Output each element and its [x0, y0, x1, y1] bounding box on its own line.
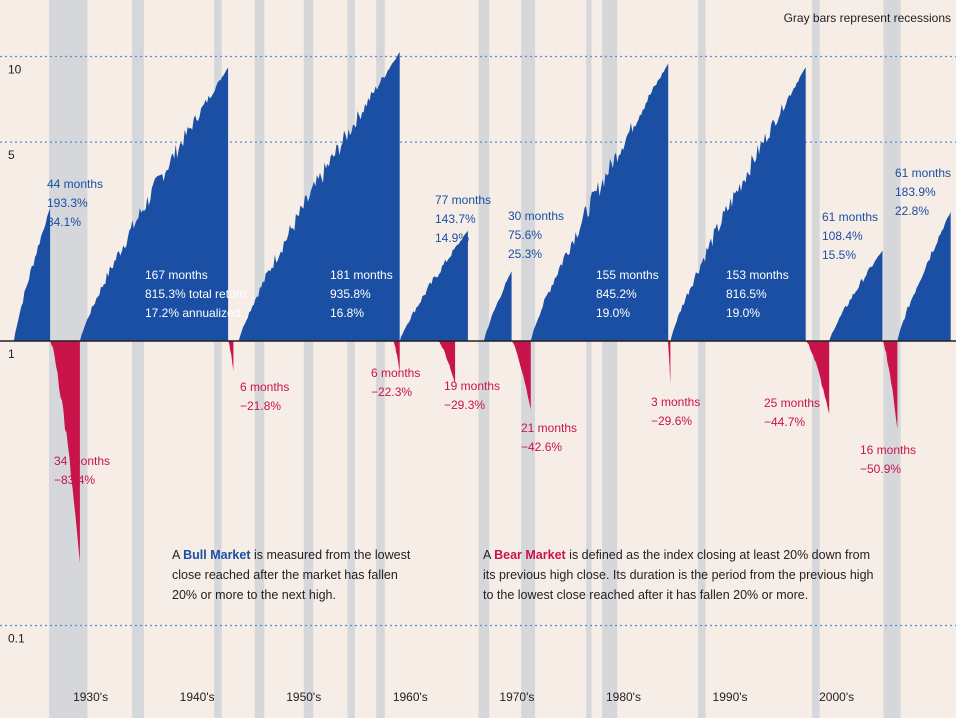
bull-label-3-line0: 77 months — [435, 193, 491, 207]
y-axis-ticks: 10 5 1 0.1 — [8, 63, 25, 646]
bull-label-6-line1: 816.5% — [726, 287, 767, 301]
bull-area-0 — [13, 208, 51, 341]
y-tick-label: 0.1 — [8, 632, 25, 646]
x-tick-label: 1930's — [73, 690, 108, 704]
bull-label-7-line2: 15.5% — [822, 248, 856, 262]
bear-label-2-line1: −22.3% — [371, 385, 412, 399]
bear-label-5-line1: −29.6% — [651, 414, 692, 428]
bear-area-3 — [438, 341, 456, 384]
recession-bar-2 — [214, 0, 222, 718]
bull-area-1 — [79, 67, 229, 341]
recession-bar-11 — [698, 0, 706, 718]
bear-area-6 — [805, 341, 830, 415]
bear-label-0-line1: −83.4% — [54, 473, 95, 487]
bull-label-2-line0: 181 months — [330, 268, 393, 282]
y-tick-label: 10 — [8, 63, 22, 77]
bull-label-5-line2: 19.0% — [596, 306, 630, 320]
bull-definition: A Bull Market is measured from the lowes… — [172, 548, 411, 562]
bull-label-3-line2: 14.9% — [435, 231, 469, 245]
bull-definition-line2: close reached after the market has falle… — [172, 568, 398, 582]
market-areas — [13, 52, 951, 563]
bear-area-1 — [228, 341, 234, 372]
bear-label-1-line0: 6 months — [240, 380, 289, 394]
bull-label-1-line1: 815.3% total return — [145, 287, 246, 301]
x-tick-label: 1970's — [499, 690, 534, 704]
recession-bar-7 — [478, 0, 490, 718]
bull-label-1-line0: 167 months — [145, 268, 208, 282]
bull-label-4-line1: 75.6% — [508, 228, 542, 242]
x-tick-label: 1990's — [713, 690, 748, 704]
bear-area-2 — [393, 341, 400, 373]
bull-label-5-line0: 155 months — [596, 268, 659, 282]
bull-label-7-line0: 61 months — [822, 210, 878, 224]
recession-bar-1 — [132, 0, 144, 718]
bull-label-8-line0: 61 months — [895, 166, 951, 180]
bull-area-4 — [483, 271, 512, 341]
recession-bar-4 — [303, 0, 314, 718]
bear-label-7-line1: −50.9% — [860, 462, 901, 476]
bull-label-7-line1: 108.4% — [822, 229, 863, 243]
x-tick-label: 1950's — [286, 690, 321, 704]
recession-bar-10 — [602, 0, 618, 718]
bear-label-7-line0: 16 months — [860, 443, 916, 457]
bear-label-4-line1: −42.6% — [521, 440, 562, 454]
bull-area-2 — [238, 52, 400, 341]
recession-bar-6 — [376, 0, 385, 718]
x-tick-label: 1960's — [393, 690, 428, 704]
x-tick-label: 1980's — [606, 690, 641, 704]
bear-area-7 — [882, 341, 898, 429]
bull-area-5 — [530, 63, 669, 341]
bull-area-7 — [829, 250, 883, 341]
bull-label-0-line0: 44 months — [47, 177, 103, 191]
bull-label-6-line0: 153 months — [726, 268, 789, 282]
bull-label-4-line0: 30 months — [508, 209, 564, 223]
bull-term: Bull Market — [183, 548, 251, 562]
bull-area-8 — [897, 212, 951, 341]
bear-area-0 — [50, 341, 80, 563]
recession-note: Gray bars represent recessions — [784, 11, 951, 25]
bear-label-2-line0: 6 months — [371, 366, 420, 380]
recession-bar-5 — [347, 0, 355, 718]
bear-definition: A Bear Market is defined as the index cl… — [483, 548, 870, 562]
bear-label-5-line0: 3 months — [651, 395, 700, 409]
bull-label-0-line2: 34.1% — [47, 215, 81, 229]
bull-label-8-line1: 183.9% — [895, 185, 936, 199]
bear-label-0-line0: 34 months — [54, 454, 110, 468]
bull-label-8-line2: 22.8% — [895, 204, 929, 218]
bull-label-1-line2: 17.2% annualized — [145, 306, 240, 320]
bear-definition-line2: its previous high close. Its duration is… — [483, 568, 874, 582]
bear-definition-line3: to the lowest close reached after it has… — [483, 588, 808, 602]
x-axis-ticks: 1930's 1940's 1950's 1960's 1970's 1980's 1990… — [73, 690, 854, 704]
bear-term: Bear Market — [494, 548, 566, 562]
y-tick-label: 1 — [8, 347, 15, 361]
bull-label-2-line1: 935.8% — [330, 287, 371, 301]
bull-label-6-line2: 19.0% — [726, 306, 760, 320]
bull-label-0-line1: 193.3% — [47, 196, 88, 210]
y-tick-label: 5 — [8, 148, 15, 162]
bull-label-4-line2: 25.3% — [508, 247, 542, 261]
bear-label-3-line1: −29.3% — [444, 398, 485, 412]
recession-bar-3 — [254, 0, 265, 718]
x-tick-label: 2000's — [819, 690, 854, 704]
bear-label-3-line0: 19 months — [444, 379, 500, 393]
bear-label-4-line0: 21 months — [521, 421, 577, 435]
bull-area-3 — [399, 230, 468, 341]
bear-label-6-line1: −44.7% — [764, 415, 805, 429]
bear-area-5 — [667, 341, 671, 385]
bull-label-2-line2: 16.8% — [330, 306, 364, 320]
bull-definition-line3: 20% or more to the next high. — [172, 588, 336, 602]
bear-area-4 — [511, 341, 531, 410]
bull-label-3-line1: 143.7% — [435, 212, 476, 226]
x-tick-label: 1940's — [180, 690, 215, 704]
market-labels: 44 months 193.3% 34.1% 167 months 815.3% tot… — [47, 166, 951, 487]
bear-label-1-line1: −21.8% — [240, 399, 281, 413]
bull-area-6 — [670, 67, 806, 341]
bull-label-5-line1: 845.2% — [596, 287, 637, 301]
recession-bar-9 — [586, 0, 592, 718]
bear-label-6-line0: 25 months — [764, 396, 820, 410]
